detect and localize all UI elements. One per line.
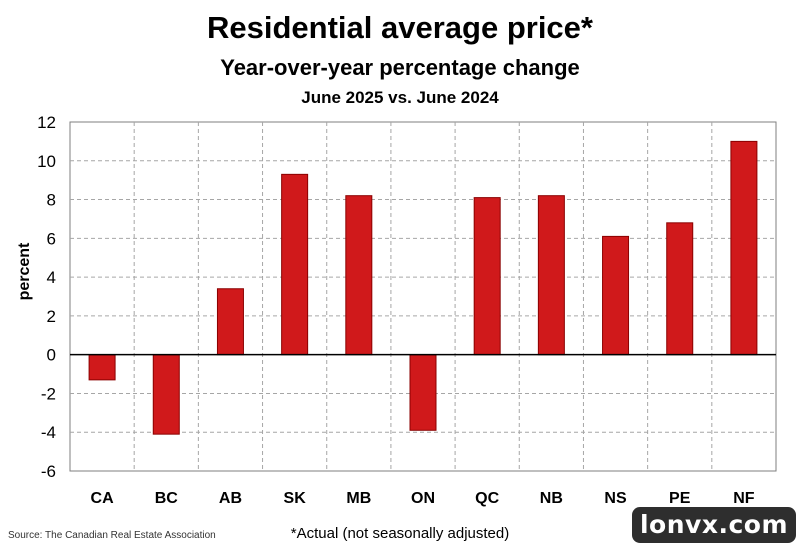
bar-ns [602,235,630,356]
x-tick-label: PE [669,490,691,507]
bar-ab [216,288,244,356]
x-tick-label: SK [284,490,307,507]
x-tick-label: AB [219,490,242,507]
watermark-logo: lonvx.com [632,507,796,543]
footnote: *Actual (not seasonally adjusted) [290,525,510,542]
y-tick-label: 2 [47,307,56,326]
bar-nf [730,140,758,356]
y-tick-label: 10 [37,152,56,171]
y-tick-label: -6 [41,462,56,481]
bar-ca [88,354,116,381]
bar-bc [152,354,180,435]
bar-on [409,354,437,431]
y-tick-label: 4 [47,268,56,287]
plot-area [69,121,777,472]
x-tick-label: NF [733,490,755,507]
chart-title: Residential average price* [207,10,593,45]
x-tick-label: CA [91,490,115,507]
bar-qc [473,197,501,356]
x-tick-label: NB [540,490,563,507]
y-tick-label: -2 [41,384,56,403]
bar-mb [345,195,373,356]
source-note: Source: The Canadian Real Estate Associa… [8,530,216,541]
x-tick-label: QC [475,490,499,507]
bar-sk [281,173,309,356]
y-tick-label: 6 [47,229,56,248]
y-tick-label: 0 [47,346,56,365]
y-tick-label: 8 [47,191,56,210]
y-tick-label: 12 [37,113,56,132]
y-tick-label: -4 [41,423,56,442]
chart-period: June 2025 vs. June 2024 [301,88,499,107]
y-axis-label: percent [16,242,33,300]
x-tick-label: MB [346,490,371,507]
bar-pe [666,222,694,356]
x-tick-label: BC [155,490,179,507]
x-tick-label: NS [604,490,627,507]
chart-subtitle: Year-over-year percentage change [220,55,580,80]
bar-nb [537,195,565,356]
x-tick-label: ON [411,490,435,507]
